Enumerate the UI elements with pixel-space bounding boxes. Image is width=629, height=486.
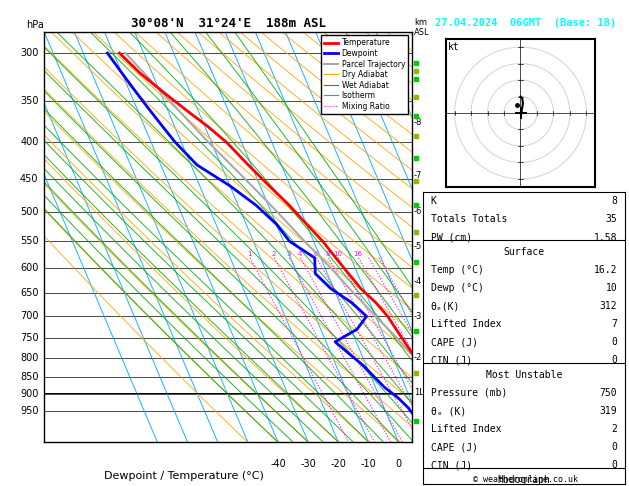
Text: 16: 16: [353, 251, 362, 257]
Text: Most Unstable: Most Unstable: [486, 370, 562, 380]
Text: 3: 3: [287, 251, 291, 257]
Text: -4: -4: [414, 277, 422, 286]
Text: Mixing Ratio (g/kg): Mixing Ratio (g/kg): [444, 222, 454, 301]
Text: 2: 2: [272, 251, 276, 257]
Text: 750: 750: [20, 333, 38, 343]
Text: 400: 400: [20, 138, 38, 147]
Text: Temp (°C): Temp (°C): [431, 265, 484, 275]
Text: 312: 312: [599, 301, 617, 311]
Text: 1LCL: 1LCL: [414, 388, 434, 397]
Text: kt: kt: [448, 42, 460, 52]
Text: 300: 300: [20, 48, 38, 58]
Text: 319: 319: [599, 406, 617, 416]
Text: 850: 850: [20, 372, 38, 382]
Text: 700: 700: [20, 311, 38, 321]
Text: 350: 350: [20, 96, 38, 106]
Text: 750: 750: [599, 388, 617, 398]
Text: CIN (J): CIN (J): [431, 460, 472, 470]
Legend: Temperature, Dewpoint, Parcel Trajectory, Dry Adiabat, Wet Adiabat, Isotherm, Mi: Temperature, Dewpoint, Parcel Trajectory…: [321, 35, 408, 114]
Text: 27.04.2024  06GMT  (Base: 18): 27.04.2024 06GMT (Base: 18): [435, 18, 616, 28]
Text: θₑ (K): θₑ (K): [431, 406, 466, 416]
Text: 0: 0: [611, 442, 617, 452]
Text: 0: 0: [611, 460, 617, 470]
Text: hPa: hPa: [26, 19, 43, 30]
Text: 550: 550: [20, 236, 38, 246]
Text: Dewpoint / Temperature (°C): Dewpoint / Temperature (°C): [104, 471, 264, 481]
Text: 0: 0: [396, 459, 402, 469]
Text: 8: 8: [611, 196, 617, 207]
Text: -6: -6: [414, 207, 422, 216]
Text: 800: 800: [20, 353, 38, 363]
Text: 600: 600: [20, 263, 38, 274]
Text: Lifted Index: Lifted Index: [431, 319, 501, 330]
Text: 4: 4: [298, 251, 302, 257]
Text: Hodograph: Hodograph: [498, 475, 550, 485]
Text: 950: 950: [20, 406, 38, 416]
Text: CAPE (J): CAPE (J): [431, 337, 478, 347]
Text: -40: -40: [270, 459, 286, 469]
Text: -30: -30: [301, 459, 316, 469]
Text: Dewp (°C): Dewp (°C): [431, 283, 484, 293]
Text: 0: 0: [611, 337, 617, 347]
Text: Lifted Index: Lifted Index: [431, 424, 501, 434]
Text: -2: -2: [414, 353, 422, 362]
Text: 450: 450: [20, 174, 38, 184]
Text: km
ASL: km ASL: [414, 17, 430, 37]
Text: 1: 1: [247, 251, 252, 257]
Text: 1.58: 1.58: [594, 232, 617, 243]
Text: 650: 650: [20, 288, 38, 298]
Text: 16.2: 16.2: [594, 265, 617, 275]
Text: © weatheronline.co.uk: © weatheronline.co.uk: [474, 475, 578, 484]
Text: -8: -8: [414, 118, 422, 127]
Text: 6: 6: [314, 251, 318, 257]
Text: θₑ(K): θₑ(K): [431, 301, 460, 311]
Text: 10: 10: [605, 283, 617, 293]
Text: CIN (J): CIN (J): [431, 355, 472, 365]
Title: 30°08'N  31°24'E  188m ASL: 30°08'N 31°24'E 188m ASL: [130, 17, 326, 31]
Text: 0: 0: [611, 355, 617, 365]
Text: 7: 7: [611, 319, 617, 330]
Text: -10: -10: [360, 459, 376, 469]
Text: 500: 500: [20, 207, 38, 217]
Text: -3: -3: [414, 312, 422, 321]
Text: Totals Totals: Totals Totals: [431, 214, 507, 225]
Text: -20: -20: [330, 459, 347, 469]
Text: Pressure (mb): Pressure (mb): [431, 388, 507, 398]
Text: CAPE (J): CAPE (J): [431, 442, 478, 452]
Text: -5: -5: [414, 243, 422, 251]
Text: 35: 35: [605, 214, 617, 225]
Text: 10: 10: [333, 251, 342, 257]
Text: 2: 2: [611, 424, 617, 434]
Text: -7: -7: [414, 171, 422, 180]
Text: Surface: Surface: [503, 247, 545, 257]
Text: K: K: [431, 196, 437, 207]
Text: 8: 8: [326, 251, 330, 257]
Text: PW (cm): PW (cm): [431, 232, 472, 243]
Text: 900: 900: [20, 389, 38, 399]
